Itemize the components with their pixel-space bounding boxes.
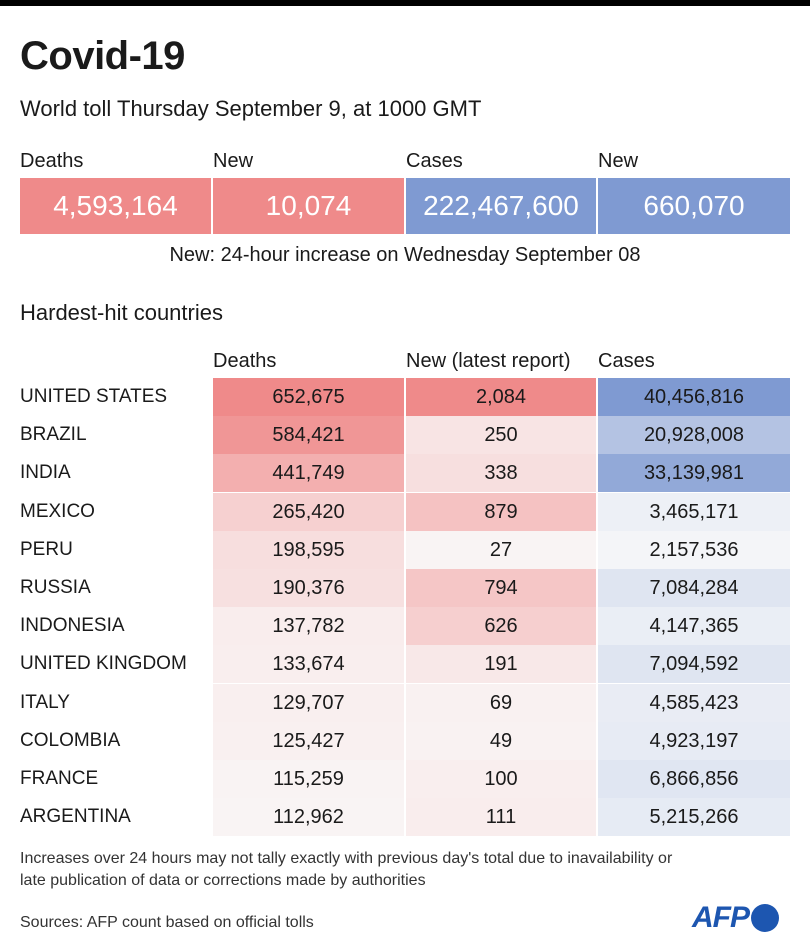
country-label: BRAZIL: [20, 424, 87, 446]
total-new-cases-value: 660,070: [598, 178, 790, 234]
new-cell: 191: [406, 645, 596, 684]
deaths-cell: 652,675: [213, 378, 404, 416]
deaths-cell: 190,376: [213, 569, 404, 607]
new-cell: 626: [406, 607, 596, 646]
totals-note: New: 24-hour increase on Wednesday Septe…: [169, 244, 641, 266]
new-cell: 794: [406, 569, 596, 607]
new-cell: 879: [406, 492, 596, 531]
source-note: Sources: AFP count based on official tol…: [20, 914, 314, 931]
deaths-cell: 125,427: [213, 721, 404, 760]
total-deaths-value: 4,593,164: [20, 178, 211, 234]
page-title: Covid-19: [20, 34, 185, 78]
total-cases-value: 222,467,600: [406, 178, 596, 234]
country-label: FRANCE: [20, 768, 99, 789]
country-label: UNITED KINGDOM: [20, 653, 187, 675]
cases-cell: 2,157,536: [598, 530, 790, 569]
new-cell: 338: [406, 454, 596, 493]
country-label: RUSSIA: [20, 577, 91, 598]
deaths-cell: 265,420: [213, 492, 404, 531]
total-cases-label: Cases: [406, 150, 463, 172]
country-label: INDONESIA: [20, 615, 125, 637]
country-label: UNITED STATES: [20, 386, 168, 407]
afp-logo-text: AFP: [692, 901, 750, 934]
col-header-deaths: Deaths: [213, 350, 277, 372]
new-cell: 69: [406, 683, 596, 722]
total-new-deaths-value: 10,074: [213, 178, 404, 234]
cases-cell: 4,585,423: [598, 683, 790, 722]
section-title: Hardest-hit countries: [20, 300, 223, 325]
cases-cell: 33,139,981: [598, 454, 790, 493]
new-cell: 2,084: [406, 378, 596, 416]
cases-cell: 4,147,365: [598, 607, 790, 646]
country-label: INDIA: [20, 462, 71, 484]
col-header-new: New (latest report): [406, 350, 571, 372]
total-new-cases-label: New: [598, 150, 639, 172]
deaths-cell: 129,707: [213, 683, 404, 722]
cases-cell: 20,928,008: [598, 416, 790, 455]
deaths-cell: 584,421: [213, 416, 404, 455]
cases-cell: 7,084,284: [598, 569, 790, 607]
country-label: MEXICO: [20, 500, 95, 522]
new-cell: 250: [406, 416, 596, 455]
country-label: ITALY: [20, 691, 70, 713]
country-label: PERU: [20, 538, 73, 560]
country-label: ARGENTINA: [20, 806, 131, 828]
country-label: COLOMBIA: [20, 729, 121, 751]
total-new-deaths-label: New: [213, 150, 254, 172]
cases-cell: 6,866,856: [598, 760, 790, 798]
deaths-cell: 198,595: [213, 530, 404, 569]
afp-logo: AFP: [692, 898, 779, 938]
cases-cell: 4,923,197: [598, 721, 790, 760]
deaths-cell: 441,749: [213, 454, 404, 493]
cases-cell: 7,094,592: [598, 645, 790, 684]
footnote: Increases over 24 hours may not tally ex…: [20, 850, 673, 889]
deaths-cell: 137,782: [213, 607, 404, 646]
cases-cell: 40,456,816: [598, 378, 790, 416]
cases-cell: 3,465,171: [598, 492, 790, 531]
top-rule: [0, 0, 810, 6]
subtitle: World toll Thursday September 9, at 1000…: [20, 96, 482, 121]
deaths-cell: 112,962: [213, 798, 404, 837]
new-cell: 27: [406, 530, 596, 569]
new-cell: 100: [406, 760, 596, 798]
new-cell: 49: [406, 721, 596, 760]
deaths-cell: 133,674: [213, 645, 404, 684]
total-deaths-label: Deaths: [20, 150, 84, 172]
globe-icon: [751, 904, 779, 932]
cases-cell: 5,215,266: [598, 798, 790, 837]
col-header-cases: Cases: [598, 350, 655, 372]
new-cell: 111: [406, 798, 596, 837]
deaths-cell: 115,259: [213, 760, 404, 798]
